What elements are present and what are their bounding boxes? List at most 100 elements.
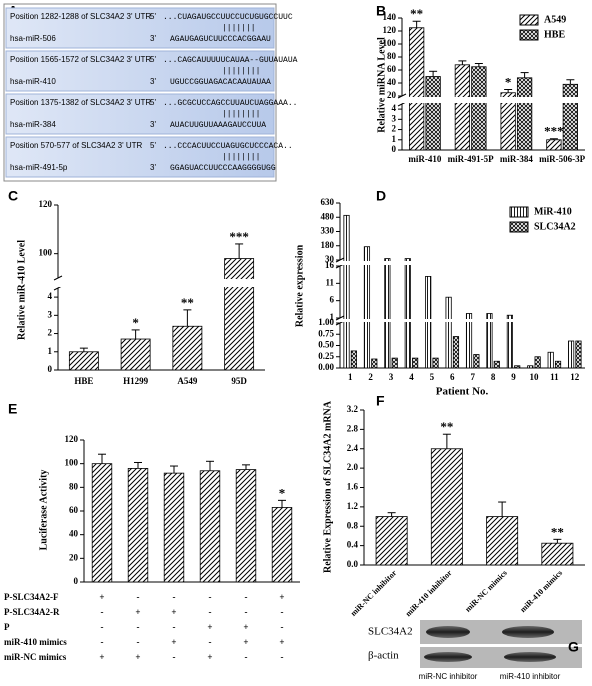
x-tick-label: 95D (231, 376, 247, 386)
bar (473, 354, 480, 369)
bar (343, 214, 350, 369)
x-tick-label: 7 (470, 372, 475, 382)
bar (68, 351, 99, 371)
bar (91, 463, 113, 583)
condition-sign: + (207, 652, 212, 662)
condition-sign: - (281, 622, 284, 632)
y-tick-label: 60 (387, 64, 397, 74)
condition-sign: - (209, 607, 212, 617)
base-pairs: |||||||| (222, 110, 260, 119)
x-tick-label: miR-384 (500, 154, 533, 164)
mirna-name: hsa-miR-491-5p (10, 163, 68, 172)
bar (375, 516, 408, 566)
condition-sign: + (135, 607, 140, 617)
y-tick-label: 3 (48, 309, 53, 319)
alignment-box (5, 7, 275, 49)
condition-sign: + (207, 622, 212, 632)
y-tick-label: 140 (383, 12, 397, 22)
panel-letter: D (376, 188, 386, 204)
condition-label: P-SLC34A2-F (4, 592, 59, 602)
bar (404, 258, 411, 369)
y-tick-label: 480 (321, 211, 335, 221)
y-tick-label: 1.00 (318, 317, 334, 327)
y-tick-label: 2.0 (347, 462, 359, 472)
x-tick-label: miR-410 (408, 154, 441, 164)
y-tick-label: 3.2 (347, 404, 359, 414)
utr-sequence: ...CCCACUUCCUAGUGCUCCCACA.. (163, 142, 293, 151)
y-tick-label: 40 (387, 77, 397, 87)
y-tick-label: 20 (69, 552, 79, 562)
y-tick-label: 180 (321, 240, 335, 250)
mirna-name: hsa-miR-410 (10, 77, 56, 86)
y-tick-label: 0.75 (318, 328, 334, 338)
y-tick-label: 60 (69, 505, 79, 515)
x-tick-label: 6 (450, 372, 455, 382)
bar (541, 542, 574, 566)
end-label: 3' (150, 120, 156, 129)
blot-band (504, 652, 556, 662)
bar (534, 356, 541, 369)
bar (224, 258, 255, 371)
x-tick-label: 12 (570, 372, 580, 382)
condition-sign: + (171, 607, 176, 617)
y-tick-label: 120 (65, 434, 79, 444)
blot-strip (420, 647, 582, 668)
x-tick-label: miR-410 inhibitor (404, 568, 454, 618)
bar (514, 365, 521, 369)
bar (120, 338, 151, 371)
legend-swatch (519, 14, 539, 26)
bar (445, 296, 452, 369)
condition-sign: - (245, 607, 248, 617)
bar (486, 516, 519, 566)
condition-sign: + (279, 637, 284, 647)
condition-sign: - (101, 637, 104, 647)
bar (371, 358, 378, 369)
bar (425, 275, 432, 369)
bar (432, 357, 439, 369)
bar (465, 313, 473, 369)
blot-lane-label: miR-NC inhibitor (419, 672, 478, 681)
y-axis-title: Luciferase Activity (38, 470, 49, 551)
bar (486, 313, 493, 369)
x-tick-label: 4 (409, 372, 414, 382)
x-tick-label: HBE (74, 376, 93, 386)
mirna-name: hsa-miR-384 (10, 120, 56, 129)
condition-sign: + (99, 592, 104, 602)
condition-sign: - (209, 592, 212, 602)
bar (527, 365, 534, 369)
significance: * (279, 485, 286, 500)
condition-sign: - (245, 592, 248, 602)
bar (471, 66, 487, 151)
y-axis-title: Relative miRNA Level (376, 37, 387, 133)
condition-sign: - (281, 652, 284, 662)
bar (506, 314, 513, 369)
y-tick-label: 40 (69, 529, 79, 539)
condition-sign: - (137, 622, 140, 632)
legend-label: HBE (544, 29, 565, 40)
y-tick-label: 30 (325, 254, 335, 264)
bar (452, 336, 460, 369)
y-tick-label: 1.2 (347, 501, 359, 511)
y-tick-label: 0 (74, 576, 79, 586)
x-axis-title: Patient No. (436, 386, 489, 398)
panel-letter: F (376, 393, 385, 409)
condition-label: miR-410 mimics (4, 637, 67, 647)
panel-letter: G (568, 639, 579, 655)
end-label: 5' (150, 55, 156, 64)
bar (235, 469, 257, 583)
condition-sign: - (137, 592, 140, 602)
axis-break (397, 93, 407, 99)
utr-sequence: ...GCGCUCCAGCCUUAUCUAGGAAA.. (163, 99, 297, 108)
bar (391, 357, 398, 369)
y-tick-label: 0 (392, 144, 397, 154)
y-tick-label: 80 (69, 481, 79, 491)
condition-sign: - (281, 607, 284, 617)
mirna-sequence: GGAGUACCUUCCCAAGGGGUGG (170, 164, 276, 173)
end-label: 5' (150, 12, 156, 21)
blot-band (424, 652, 472, 662)
bar (493, 360, 500, 369)
panel-letter: B (376, 3, 386, 19)
break-band (403, 97, 586, 103)
